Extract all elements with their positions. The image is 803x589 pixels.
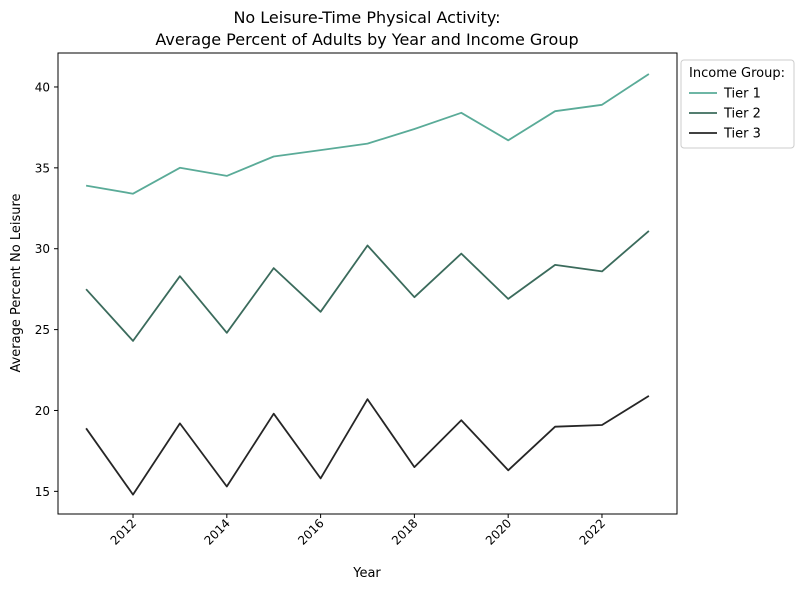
y-tick-label: 25 — [35, 323, 50, 337]
y-tick-label: 40 — [35, 80, 50, 94]
legend-items: Tier 1 Tier 2 Tier 3 — [689, 87, 761, 142]
legend-label-tier-2: Tier 2 — [723, 107, 761, 122]
plot-frame — [57, 52, 678, 515]
chart-title-line-2: Average Percent of Adults by Year and In… — [155, 30, 578, 49]
series-line-tier-3 — [85, 395, 650, 496]
legend-frame — [680, 59, 795, 149]
series-line-tier-1 — [85, 73, 650, 195]
y-tick-label: 20 — [35, 404, 50, 418]
legend-label-tier-1: Tier 1 — [723, 87, 761, 102]
y-tick-label: 30 — [35, 242, 50, 256]
series-line-tier-2 — [85, 230, 650, 342]
y-axis-label: Average Percent No Leisure — [9, 193, 24, 372]
chart-title-line-1: No Leisure-Time Physical Activity: — [233, 8, 500, 27]
y-tick-label: 15 — [35, 485, 50, 499]
legend: Income Group: Tier 1 Tier 2 Tier 3 — [680, 59, 795, 149]
x-axis-label: Year — [352, 566, 381, 581]
y-axis: 15 20 25 30 35 40 — [35, 80, 58, 499]
plot-lines — [85, 73, 650, 496]
legend-label-tier-3: Tier 3 — [723, 127, 761, 142]
y-tick-label: 35 — [35, 161, 50, 175]
legend-title: Income Group: — [689, 66, 785, 81]
